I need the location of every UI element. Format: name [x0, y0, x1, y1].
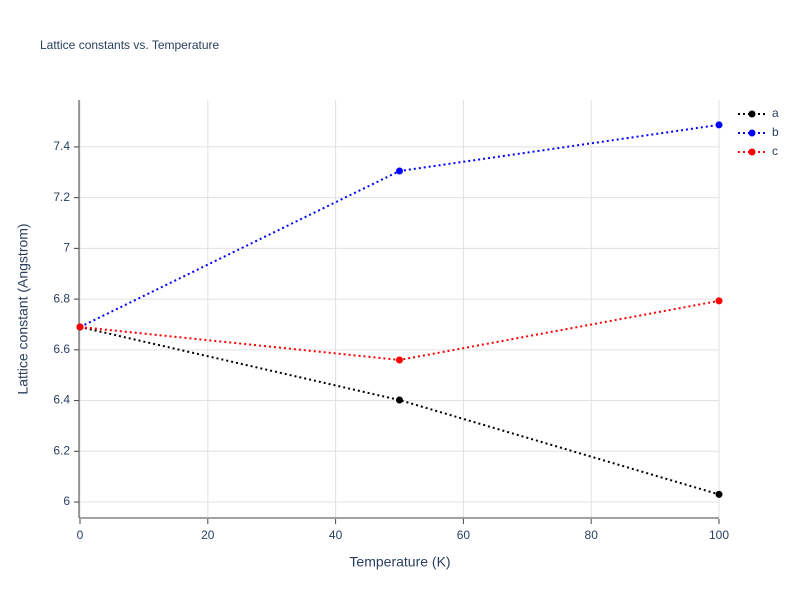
- x-tick-label: 80: [585, 528, 599, 542]
- y-tick-label: 7: [63, 241, 70, 255]
- data-point: [715, 121, 723, 129]
- x-tick-label: 100: [709, 528, 729, 542]
- legend-label: c: [772, 144, 778, 158]
- y-tick-label: 6.6: [53, 342, 70, 356]
- chart-title: Lattice constants vs. Temperature: [40, 38, 220, 52]
- y-tick-label: 7.4: [53, 139, 70, 153]
- legend-marker: [748, 129, 756, 137]
- legend-marker: [748, 110, 756, 118]
- legend-marker: [748, 148, 756, 156]
- y-tick-label: 6: [63, 494, 70, 508]
- y-tick-label: 6.4: [53, 393, 70, 407]
- data-point: [76, 323, 84, 331]
- series-line: [79, 326, 720, 496]
- data-point: [715, 490, 723, 498]
- data-point: [396, 396, 403, 404]
- y-axis-label: Lattice constant (Angstrom): [15, 223, 31, 394]
- data-point: [396, 167, 403, 175]
- x-tick-label: 60: [457, 528, 471, 542]
- x-axis-label: Temperature (K): [349, 554, 450, 570]
- data-point: [715, 297, 723, 305]
- legend-label: b: [772, 125, 779, 139]
- legend-label: a: [772, 106, 779, 120]
- x-tick-label: 20: [201, 528, 215, 542]
- x-tick-label: 0: [77, 528, 84, 542]
- y-tick-label: 7.2: [53, 190, 70, 204]
- series-line: [79, 123, 720, 328]
- series-line: [79, 299, 720, 361]
- y-tick-label: 6.8: [53, 291, 70, 305]
- data-point: [396, 356, 403, 364]
- x-tick-label: 40: [329, 528, 343, 542]
- y-tick-label: 6.2: [53, 443, 70, 457]
